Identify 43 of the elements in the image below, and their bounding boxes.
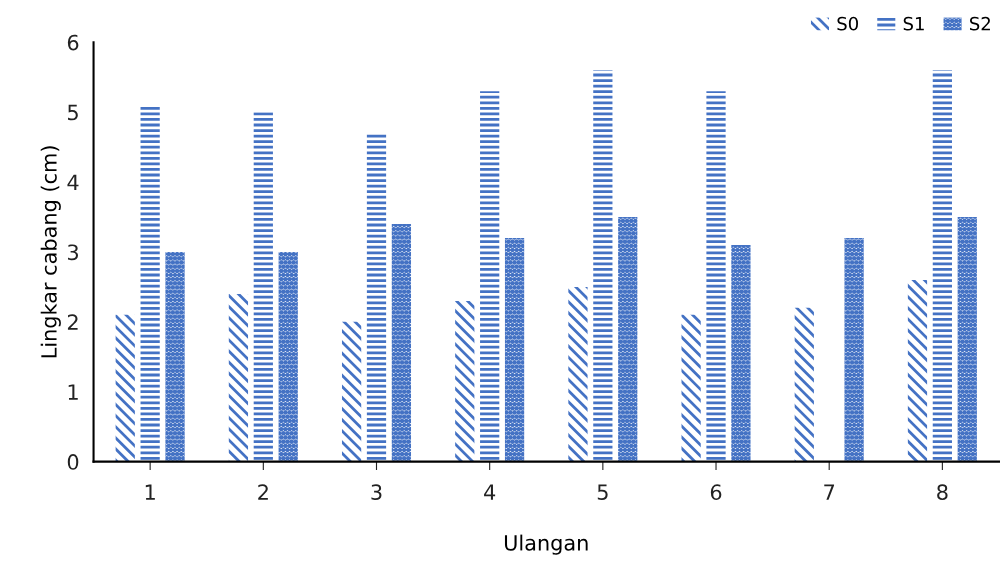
x-tick-label: 3 — [371, 484, 382, 501]
y-tick-label: 5 — [68, 104, 78, 121]
legend-label: S2 — [970, 16, 990, 31]
bar — [140, 105, 160, 462]
x-tick-label: 5 — [597, 484, 608, 501]
legend-label: S1 — [903, 16, 924, 31]
y-tick-label: 1 — [68, 384, 78, 400]
x-tick-label: 1 — [145, 484, 155, 500]
bar — [115, 314, 135, 462]
x-tick-label: 6 — [710, 484, 722, 501]
bar — [907, 279, 928, 462]
x-tick-label: 2 — [258, 484, 268, 500]
bar — [391, 223, 412, 462]
bar — [731, 244, 751, 462]
bar — [618, 216, 638, 462]
x-tick-label: 8 — [937, 484, 948, 501]
bar — [228, 293, 249, 462]
legend-label: S0 — [837, 16, 858, 31]
bar — [504, 237, 525, 462]
y-axis-title: Lingkar cabang (cm) — [40, 146, 61, 358]
bar — [593, 70, 613, 462]
y-tick-label: 3 — [68, 244, 78, 261]
y-tick-label: 4 — [67, 174, 79, 190]
bar — [455, 300, 475, 462]
x-axis-title: Ulangan — [504, 534, 588, 555]
bar — [844, 237, 864, 462]
y-tick-label: 2 — [67, 314, 78, 330]
bar — [165, 251, 185, 462]
bar — [253, 112, 273, 462]
bar — [278, 251, 298, 462]
bar — [568, 286, 588, 462]
bar — [480, 91, 500, 462]
bar — [341, 321, 362, 462]
bar — [366, 133, 387, 462]
x-tick-label: 4 — [484, 484, 496, 500]
y-tick-label: 6 — [67, 34, 79, 51]
bar — [932, 70, 952, 462]
bar — [681, 314, 701, 462]
x-tick-label: 7 — [824, 484, 835, 500]
bar — [794, 307, 814, 462]
bar — [957, 216, 977, 462]
y-tick-label: 0 — [67, 454, 79, 470]
bar — [706, 91, 726, 462]
